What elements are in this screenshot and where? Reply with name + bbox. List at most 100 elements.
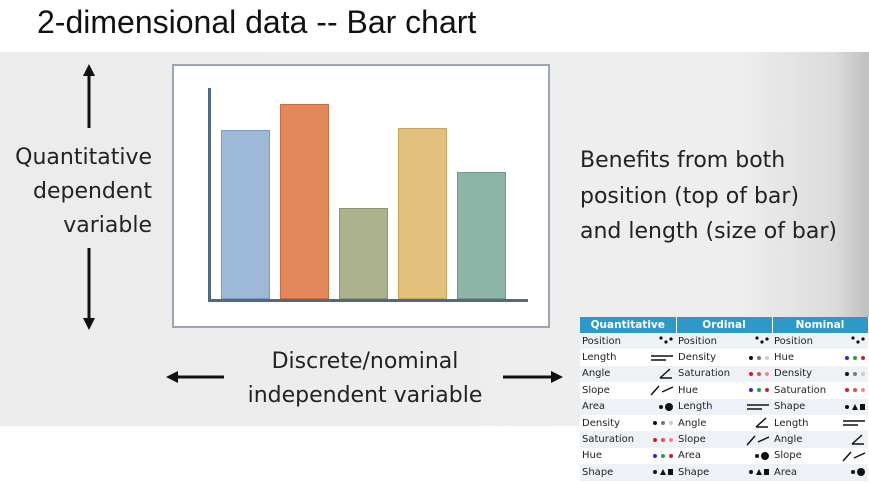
benefits-line-3: and length (size of bar) (580, 219, 838, 244)
bar-3 (339, 208, 388, 299)
cell-label: Shape (678, 466, 710, 478)
header-nominal: Nominal (772, 317, 869, 333)
table-cell: Saturation (676, 365, 772, 383)
table-header-row: Quantitative Ordinal Nominal (580, 317, 869, 333)
table-row: Slope Hue Saturation (580, 382, 868, 399)
shape-icon (652, 466, 674, 478)
shape-icon (844, 401, 866, 413)
y-desc-line-1: Quantitative (15, 145, 152, 170)
cell-label: Angle (678, 417, 707, 429)
area-icon (754, 450, 770, 462)
table-cell: Hue (676, 382, 772, 399)
position-icon (754, 335, 770, 347)
y-axis (208, 88, 211, 302)
table-cell: Area (580, 398, 676, 415)
area-icon (658, 401, 674, 413)
angle-icon (754, 417, 770, 429)
cell-label: Density (582, 417, 621, 429)
slide-title: 2-dimensional data -- Bar chart (37, 4, 477, 40)
table-cell: Shape (772, 398, 868, 415)
x-axis-description: Discrete/nominal independent variable (215, 345, 515, 413)
cell-label: Slope (582, 384, 610, 396)
bar-1 (221, 130, 270, 299)
y-axis-description: Quantitative dependent variable (0, 141, 152, 243)
table-cell: Saturation (772, 382, 868, 399)
cell-label: Slope (678, 434, 706, 446)
cell-label: Position (774, 335, 813, 347)
cell-label: Saturation (582, 434, 635, 446)
left-arrow-icon (166, 371, 224, 383)
cell-label: Angle (774, 434, 803, 446)
table-cell: Density (580, 414, 676, 432)
hue-icon (748, 384, 770, 396)
header-quantitative: Quantitative (580, 317, 677, 333)
table-cell: Slope (772, 447, 868, 465)
length-icon (650, 352, 674, 364)
cell-label: Position (582, 335, 621, 347)
cell-label: Length (678, 401, 713, 413)
table-cell: Saturation (580, 431, 676, 448)
cell-label: Hue (774, 352, 795, 364)
table-cell: Slope (580, 382, 676, 399)
table-cell: Slope (676, 431, 772, 448)
x-desc-line-2: independent variable (247, 383, 483, 408)
saturation-icon (748, 368, 770, 380)
bar-5 (457, 172, 506, 299)
hue-icon (652, 450, 674, 462)
cell-label: Angle (582, 368, 611, 380)
shape-icon (748, 466, 770, 478)
cell-label: Hue (582, 450, 603, 462)
up-arrow-icon (83, 64, 95, 128)
table-cell: Angle (772, 431, 868, 448)
table-cell: Length (676, 398, 772, 415)
table-row: Angle Saturation Density (580, 365, 868, 383)
cell-label: Area (774, 466, 798, 478)
slope-icon (746, 434, 770, 446)
bar-2 (280, 104, 329, 299)
y-desc-line-3: variable (63, 213, 152, 238)
benefits-line-2: position (top of bar) (580, 183, 800, 209)
angle-icon (850, 433, 866, 446)
table-cell: Length (580, 349, 676, 366)
table-row: Position Position Position (580, 333, 868, 350)
cell-label: Area (678, 450, 702, 462)
table-cell: Area (772, 464, 868, 481)
table-cell: Position (676, 333, 772, 350)
density-icon (844, 368, 866, 380)
cell-label: Length (774, 417, 809, 429)
slope-icon (842, 450, 866, 462)
visual-variables-ranking-table: Quantitative Ordinal Nominal Position Pos… (580, 317, 869, 481)
x-axis (208, 299, 528, 302)
length-icon (746, 401, 770, 413)
table-row: Length Density Hue (580, 349, 868, 366)
benefits-text: Benefits from both position (top of bar)… (580, 143, 837, 250)
cell-label: Shape (582, 466, 614, 478)
position-icon (658, 335, 674, 347)
cell-label: Area (582, 401, 606, 413)
cell-label: Shape (774, 401, 806, 413)
table-cell: Position (772, 333, 868, 350)
bar-chart-illustration (172, 64, 550, 328)
length-icon (842, 417, 866, 429)
table-cell: Density (772, 365, 868, 383)
table-cell: Hue (580, 447, 676, 465)
table-cell: Hue (772, 349, 868, 366)
hue-icon (844, 352, 866, 364)
slope-icon (650, 384, 674, 396)
angle-icon (658, 368, 674, 380)
table-cell: Shape (676, 464, 772, 481)
table-row: Hue Area Slope (580, 447, 868, 465)
saturation-icon (844, 384, 866, 396)
area-icon (850, 466, 866, 478)
benefits-line-1: Benefits from both (580, 148, 786, 173)
header-ordinal: Ordinal (676, 317, 773, 333)
table-row: Area Length Shape (580, 398, 868, 415)
cell-label: Hue (678, 384, 699, 396)
y-desc-line-2: dependent (32, 179, 152, 204)
cell-label: Density (678, 352, 717, 364)
density-icon (748, 352, 770, 364)
table-cell: Position (580, 333, 676, 350)
table-cell: Length (772, 414, 868, 432)
density-icon (652, 417, 674, 429)
table-cell: Density (676, 349, 772, 366)
